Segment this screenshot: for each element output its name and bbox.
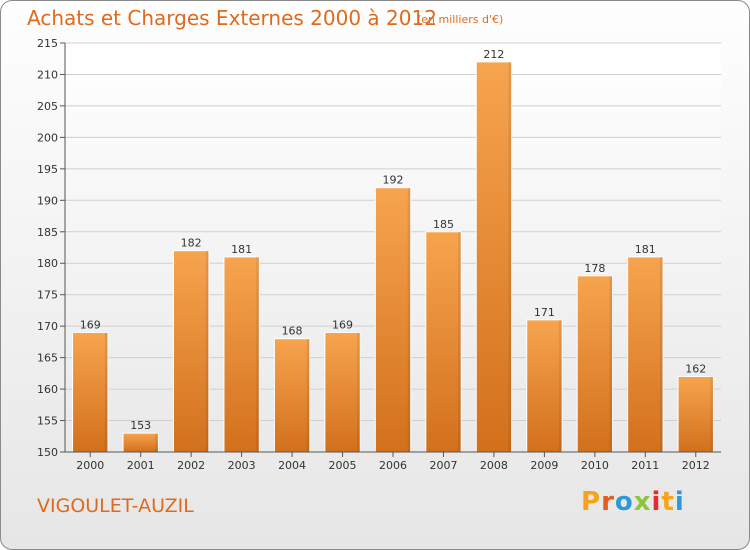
x-tick-label: 2000: [76, 459, 104, 472]
y-tick-label: 170: [37, 320, 58, 333]
y-tick-label: 150: [37, 446, 58, 459]
bar-2002[interactable]: [172, 250, 210, 453]
bars: [72, 61, 714, 453]
bar-2009[interactable]: [526, 319, 563, 453]
bar-shade: [559, 319, 563, 452]
axes: [60, 42, 721, 457]
data-label: 169: [80, 318, 101, 331]
x-tick-label: 2003: [228, 459, 256, 472]
bar-shade: [458, 231, 462, 452]
data-label: 192: [383, 174, 404, 187]
logo-letter: i: [674, 487, 685, 517]
bar-2011[interactable]: [627, 256, 664, 453]
data-label: 171: [534, 306, 555, 319]
bar-2006[interactable]: [374, 187, 412, 453]
labels: 150 155 160 165 170 175 180 185 190 195 200 205 210 2…: [37, 37, 710, 472]
y-tick-label: 175: [37, 289, 58, 302]
y-tick-label: 160: [37, 383, 58, 396]
data-label: 212: [483, 48, 504, 61]
x-tick-label: 2010: [581, 459, 609, 472]
y-tick-label: 205: [37, 100, 58, 113]
logo-letter: P: [581, 487, 602, 517]
x-tick-label: 2007: [429, 459, 457, 472]
data-label: 153: [130, 419, 151, 432]
y-tick-label: 200: [37, 131, 58, 144]
logo-letter: t: [661, 487, 675, 517]
bar-shade: [104, 332, 108, 452]
bar-shade: [710, 376, 714, 452]
x-tick-label: 2011: [631, 459, 659, 472]
bar-2008[interactable]: [475, 61, 513, 453]
chart-subtitle: (en milliers d'€): [417, 13, 504, 26]
bar-shade: [256, 256, 260, 452]
y-tick-label: 215: [37, 37, 58, 50]
data-label: 181: [231, 243, 252, 256]
bar-2003[interactable]: [223, 256, 260, 453]
y-tick-label: 155: [37, 415, 58, 428]
bar-2001[interactable]: [122, 432, 159, 453]
bar-2005[interactable]: [324, 331, 361, 453]
bar-shade: [609, 275, 613, 452]
x-tick-label: 2005: [329, 459, 357, 472]
logo-letter: x: [633, 487, 652, 517]
logo-letter: i: [651, 487, 662, 517]
x-tick-label: 2012: [682, 459, 710, 472]
chart-title: Achats et Charges Externes 2000 à 2012: [27, 6, 437, 30]
commune-name: VIGOULET-AUZIL: [37, 495, 194, 517]
y-tick-label: 185: [37, 226, 58, 239]
x-tick-label: 2009: [530, 459, 558, 472]
data-label: 185: [433, 218, 454, 231]
bar-shade: [205, 250, 209, 452]
y-tick-label: 180: [37, 257, 58, 270]
data-label: 162: [685, 362, 706, 375]
proxiti-logo[interactable]: Proxiti: [581, 487, 685, 517]
bar-2004[interactable]: [273, 338, 311, 453]
data-label: 178: [584, 262, 605, 275]
logo-letter: o: [614, 487, 634, 517]
y-tick-label: 190: [37, 194, 58, 207]
y-tick-label: 210: [37, 68, 58, 81]
bar-2000[interactable]: [72, 331, 109, 453]
logo-letter: r: [601, 487, 615, 517]
x-tick-label: 2002: [177, 459, 205, 472]
data-label: 181: [635, 243, 656, 256]
x-tick-label: 2004: [278, 459, 306, 472]
data-label: 169: [332, 318, 353, 331]
bar-shade: [508, 61, 512, 452]
x-tick-label: 2006: [379, 459, 407, 472]
y-tick-label: 165: [37, 352, 58, 365]
bar-shade: [155, 433, 159, 452]
bar-shade: [659, 256, 663, 452]
bar-shade: [357, 332, 361, 452]
bar-shade: [407, 187, 411, 452]
bar-shade: [306, 338, 310, 452]
y-tick-label: 195: [37, 163, 58, 176]
x-tick-label: 2008: [480, 459, 508, 472]
bar-2012[interactable]: [677, 375, 714, 453]
bar-2007[interactable]: [425, 231, 462, 453]
bar-2010[interactable]: [576, 275, 614, 453]
data-label: 182: [181, 237, 202, 250]
data-label: 168: [282, 325, 303, 338]
x-tick-label: 2001: [127, 459, 155, 472]
